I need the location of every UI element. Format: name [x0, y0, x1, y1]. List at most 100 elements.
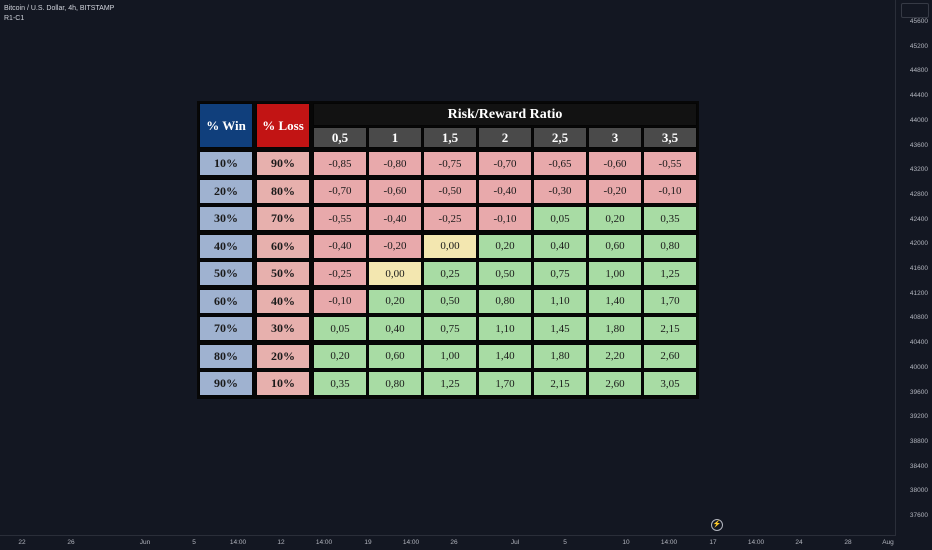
chart-title: Bitcoin / U.S. Dollar, 4h, BITSTAMP: [4, 5, 115, 12]
expectancy-cell: 0,60: [588, 233, 642, 259]
time-tick: 10: [622, 539, 630, 546]
expectancy-cell: -0,80: [368, 151, 422, 176]
time-tick: 14:00: [402, 539, 420, 546]
time-tick: 28: [844, 539, 852, 546]
price-tick: 43600: [909, 141, 928, 149]
expectancy-cell: -0,55: [643, 151, 697, 176]
expectancy-cell: 1,10: [533, 288, 587, 314]
expectancy-cell: 0,05: [533, 206, 587, 231]
ratio-header: 2: [478, 127, 532, 148]
expectancy-cell: -0,75: [423, 151, 477, 176]
price-tick: 37600: [909, 512, 928, 519]
loss-percent: 60%: [256, 233, 310, 259]
expectancy-cell: -0,70: [478, 151, 532, 176]
expectancy-cell: 1,00: [423, 343, 477, 369]
expectancy-cell: 2,20: [588, 343, 642, 369]
expectancy-cell: 3,05: [643, 371, 697, 396]
ratio-header: 2,5: [533, 127, 587, 148]
price-tick: 43200: [909, 166, 928, 174]
chart-subtitle: R1-C1: [4, 15, 25, 22]
price-tick: 41200: [909, 289, 928, 297]
win-percent: 20%: [199, 178, 253, 204]
expectancy-cell: 0,50: [478, 261, 532, 286]
ratio-header: 0,5: [313, 127, 367, 148]
expectancy-cell: -0,25: [423, 206, 477, 231]
expectancy-cell: 0,00: [423, 233, 477, 259]
time-tick: Jun: [139, 539, 151, 546]
price-tick: 45200: [909, 42, 928, 50]
loss-percent: 40%: [256, 288, 310, 314]
time-axis[interactable]: 22 26 Jun 5 14:00 12 14:00 19 14:00 26 Jul 5 10 14:00…: [0, 535, 896, 550]
expectancy-cell: 2,15: [533, 371, 587, 396]
price-tick: 40000: [909, 363, 928, 371]
time-tick: 26: [67, 539, 75, 546]
price-axis-settings[interactable]: [901, 3, 929, 18]
expectancy-cell: -0,40: [478, 178, 532, 204]
win-percent: 40%: [199, 233, 253, 259]
price-tick: 39600: [909, 388, 928, 396]
price-tick: 38400: [909, 462, 928, 470]
ratio-header: 1: [368, 127, 422, 148]
expectancy-cell: 1,80: [533, 343, 587, 369]
expectancy-cell: -0,25: [313, 261, 367, 286]
time-tick: 26: [450, 539, 458, 546]
expectancy-cell: 0,00: [368, 261, 422, 286]
price-axis[interactable]: 45600 45200 44800 44400 44000 43600 43200 42800…: [895, 0, 932, 536]
expectancy-cell: 0,75: [423, 316, 477, 341]
expectancy-cell: 1,70: [478, 371, 532, 396]
loss-percent: 90%: [256, 151, 310, 176]
time-tick: 12: [277, 539, 285, 546]
expectancy-cell: -0,10: [313, 288, 367, 314]
ratio-header: 3: [588, 127, 642, 148]
time-tick: 22: [18, 539, 26, 546]
price-tick: 39200: [909, 413, 928, 421]
expectancy-cell: 1,25: [643, 261, 697, 286]
expectancy-cell: 1,25: [423, 371, 477, 396]
expectancy-cell: 0,35: [313, 371, 367, 396]
expectancy-cell: -0,10: [478, 206, 532, 231]
price-tick: 44000: [909, 116, 928, 124]
expectancy-cell: 0,80: [643, 233, 697, 259]
expectancy-cell: -0,20: [368, 233, 422, 259]
expectancy-cell: 2,15: [643, 316, 697, 341]
expectancy-cell: 0,75: [533, 261, 587, 286]
time-tick: 24: [795, 539, 803, 546]
win-percent: 90%: [199, 371, 253, 396]
time-tick: 5: [192, 539, 196, 546]
expectancy-cell: 0,40: [533, 233, 587, 259]
price-tick: 38000: [909, 487, 928, 495]
expectancy-cell: 1,00: [588, 261, 642, 286]
expectancy-cell: 0,60: [368, 343, 422, 369]
expectancy-cell: 0,80: [368, 371, 422, 396]
time-tick: 14:00: [747, 539, 765, 546]
loss-percent: 10%: [256, 371, 310, 396]
win-percent: 80%: [199, 343, 253, 369]
expectancy-cell: 1,40: [478, 343, 532, 369]
win-percent: 70%: [199, 316, 253, 341]
time-tick: 17: [709, 539, 717, 546]
price-tick: 45600: [909, 18, 928, 25]
expectancy-cell: -0,60: [588, 151, 642, 176]
price-tick: 42800: [909, 190, 928, 198]
expectancy-cell: 0,50: [423, 288, 477, 314]
price-tick: 38800: [909, 437, 928, 445]
expectancy-cell: -0,70: [313, 178, 367, 204]
loss-percent: 50%: [256, 261, 310, 286]
expectancy-cell: -0,30: [533, 178, 587, 204]
expectancy-cell: -0,65: [533, 151, 587, 176]
loss-percent: 70%: [256, 206, 310, 231]
expectancy-cell: 0,05: [313, 316, 367, 341]
win-header: % Win: [199, 103, 253, 148]
expectancy-cell: -0,40: [313, 233, 367, 259]
expectancy-cell: 0,40: [368, 316, 422, 341]
time-tick: 19: [364, 539, 372, 546]
loss-percent: 30%: [256, 316, 310, 341]
expectancy-cell: -0,50: [423, 178, 477, 204]
expectancy-cell: 0,80: [478, 288, 532, 314]
lightning-icon[interactable]: ⚡: [711, 519, 723, 531]
win-percent: 50%: [199, 261, 253, 286]
expectancy-cell: 1,40: [588, 288, 642, 314]
expectancy-cell: 0,20: [588, 206, 642, 231]
expectancy-cell: 1,10: [478, 316, 532, 341]
price-tick: 41600: [909, 265, 928, 272]
